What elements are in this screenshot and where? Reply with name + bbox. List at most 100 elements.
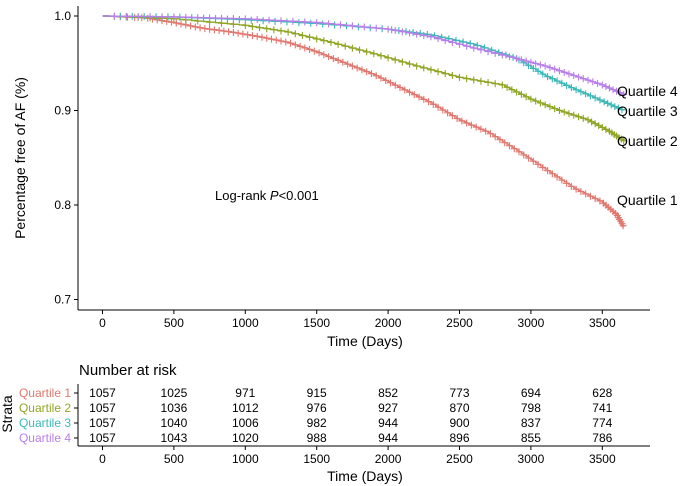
censor-mark	[560, 68, 568, 76]
censor-mark	[613, 87, 621, 95]
censor-mark	[513, 55, 521, 63]
censor-mark	[239, 30, 247, 38]
censor-mark	[604, 99, 612, 107]
censor-mark	[215, 26, 223, 34]
strata-label: Quartile 1	[19, 386, 71, 400]
censor-mark	[607, 101, 615, 109]
censor-mark	[329, 55, 337, 63]
risk-cell: 628	[592, 386, 612, 400]
censor-mark	[619, 222, 627, 230]
censor-mark	[567, 182, 575, 190]
y-tick-label: 0.8	[54, 198, 71, 212]
censor-mark	[277, 17, 285, 25]
censor-mark	[541, 62, 549, 70]
censor-mark	[287, 39, 295, 47]
censor-mark	[348, 44, 356, 52]
censor-mark	[551, 105, 559, 113]
censor-mark	[570, 111, 578, 119]
censor-mark	[570, 72, 578, 80]
censor-mark	[377, 52, 385, 60]
censor-mark	[555, 67, 563, 75]
censor-mark	[544, 167, 552, 175]
risk-cell: 855	[521, 431, 541, 445]
censor-mark	[206, 25, 214, 33]
x-tick-label: 2000	[375, 316, 402, 330]
censor-mark	[582, 90, 590, 98]
censor-mark	[434, 68, 442, 76]
censor-mark	[348, 62, 356, 70]
risk-cell: 694	[521, 386, 541, 400]
censor-mark	[415, 93, 423, 101]
y-tick-label: 0.7	[54, 293, 71, 307]
risk-x-tick-label: 1000	[232, 452, 259, 466]
end-label-quartile-4: Quartile 4	[617, 83, 678, 99]
end-label-quartile-2: Quartile 2	[617, 133, 678, 149]
x-axis-title: Time (Days)	[327, 333, 403, 349]
censor-mark	[370, 50, 378, 58]
censor-mark	[522, 93, 530, 101]
strata-label: Quartile 4	[19, 431, 71, 445]
censor-mark	[358, 66, 366, 74]
censor-mark	[448, 38, 456, 46]
censor-mark	[584, 116, 592, 124]
censor-mark	[434, 103, 442, 111]
censor-mark	[196, 24, 204, 32]
censor-mark	[520, 151, 528, 159]
censor-mark	[579, 114, 587, 122]
risk-cell: 927	[378, 401, 398, 415]
censor-mark	[360, 23, 368, 31]
censor-mark	[384, 25, 392, 33]
censor-mark	[353, 64, 361, 72]
censor-mark	[541, 101, 549, 109]
risk-cell: 870	[449, 401, 469, 415]
censor-mark	[301, 44, 309, 52]
censor-mark	[595, 122, 603, 130]
censor-mark	[584, 76, 592, 84]
censor-mark	[289, 17, 297, 25]
censor-mark	[313, 35, 321, 43]
x-tick-label: 1000	[232, 316, 259, 330]
censor-mark	[588, 118, 596, 126]
censor-mark	[456, 73, 463, 81]
series-end-labels: Quartile 1 Quartile 2 Quartile 3 Quartile 4	[617, 83, 678, 208]
censor-mark	[544, 73, 552, 81]
main-plot-axes	[77, 6, 650, 311]
censor-mark	[263, 25, 271, 33]
censor-marks-quartile-1	[116, 13, 627, 230]
censor-mark	[220, 27, 228, 35]
censor-mark	[575, 113, 582, 121]
x-tick-label: 3500	[589, 316, 616, 330]
y-axis-title: Percentage free of AF (%)	[12, 77, 28, 239]
censor-mark	[477, 46, 485, 54]
risk-cell: 1057	[89, 416, 116, 430]
risk-x-tick-label: 3000	[518, 452, 545, 466]
censor-mark	[491, 49, 499, 57]
censor-mark	[586, 192, 594, 200]
censor-mark	[256, 24, 264, 32]
censor-mark	[313, 19, 321, 27]
risk-cell: 1057	[89, 431, 116, 445]
censor-mark	[182, 13, 190, 21]
censor-mark	[484, 78, 492, 86]
censor-mark	[594, 79, 602, 87]
censor-mark	[591, 120, 599, 128]
censor-mark	[427, 33, 435, 41]
censor-mark	[406, 60, 414, 68]
censor-mark	[596, 96, 604, 104]
censor-mark	[225, 28, 233, 36]
risk-cell: 988	[307, 431, 327, 445]
end-label-quartile-3: Quartile 3	[617, 103, 678, 119]
censor-mark	[565, 70, 573, 78]
censor-mark	[448, 112, 456, 120]
censor-mark	[589, 78, 597, 86]
censor-mark	[517, 56, 525, 64]
risk-cell: 982	[307, 416, 327, 430]
censor-mark	[429, 100, 437, 108]
censor-mark	[609, 86, 617, 94]
censor-mark	[439, 106, 447, 114]
censor-mark	[548, 75, 556, 83]
censor-mark	[496, 136, 504, 144]
censor-mark	[565, 110, 573, 118]
censor-mark	[344, 60, 352, 68]
